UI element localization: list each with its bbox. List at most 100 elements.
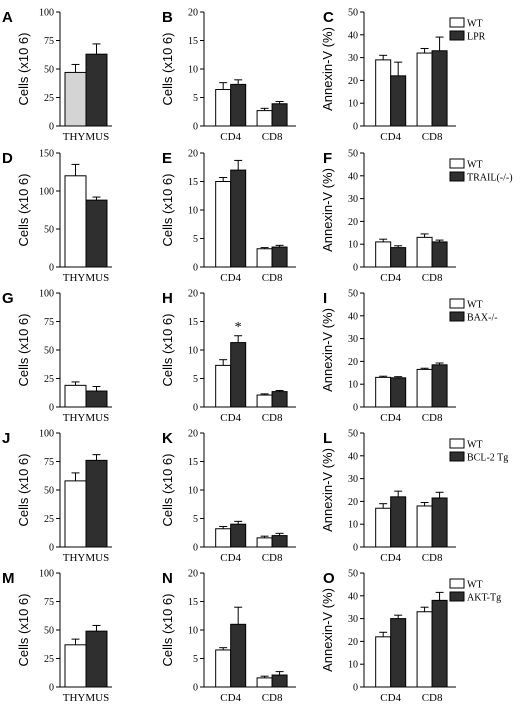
y-axis-label: Cells (x10 6): [160, 314, 175, 387]
y-tick-label: 10: [188, 206, 198, 217]
bar-wt: [215, 89, 232, 127]
y-tick-label: 15: [188, 317, 198, 328]
category-label: CD4: [220, 131, 241, 143]
bar-wt: [215, 528, 232, 548]
legend-label: WT: [467, 19, 483, 30]
panel-c: C 0 10 20 30 40 50 Annexin-V (%) CD4 CD8 WT LPR: [320, 8, 486, 144]
y-tick-label: 50: [44, 65, 54, 76]
category-label: CD4: [220, 272, 241, 284]
legend-swatch: [449, 158, 465, 169]
y-tick-label: 0: [353, 122, 358, 133]
category-label: CD8: [422, 131, 443, 143]
category-label: CD4: [380, 131, 401, 143]
bar-mutant: [230, 342, 247, 408]
y-tick-label: 5: [193, 234, 198, 245]
category-label: CD4: [380, 692, 401, 704]
bar-mutant: [390, 618, 407, 688]
category-label: CD8: [422, 272, 443, 284]
bar-wt: [375, 376, 392, 408]
y-tick-label: 100: [39, 569, 54, 580]
y-tick-label: 50: [44, 486, 54, 497]
y-tick-label: 50: [348, 149, 358, 160]
panel-letter: D: [2, 150, 13, 167]
y-tick-label: 15: [188, 597, 198, 608]
bar-mutant: [85, 630, 108, 688]
bar-mutant: [230, 169, 247, 268]
bar-wt: [416, 611, 433, 688]
legend-label: LPR: [467, 32, 486, 43]
panel-letter: C: [323, 9, 334, 26]
y-tick-label: 40: [348, 591, 358, 602]
y-tick-label: 25: [44, 374, 54, 385]
bar-mutant: [431, 497, 448, 548]
bar-mutant: [230, 523, 247, 548]
y-tick-label: 75: [44, 597, 54, 608]
y-tick-label: 20: [188, 289, 198, 300]
y-tick-label: 30: [348, 614, 358, 625]
bar-mutant: [271, 535, 288, 548]
y-tick-label: 50: [348, 8, 358, 19]
bar-mutant: [271, 103, 288, 127]
panel-e: E 0 5 10 15 20 Cells (x10 6) CD4 CD8: [160, 149, 296, 284]
panel-b: B 0 5 10 15 20 Cells (x10 6) CD4 CD8: [160, 8, 296, 143]
y-tick-label: 20: [188, 569, 198, 580]
y-axis-label: Annexin-V (%): [320, 168, 335, 252]
category-label: CD8: [422, 552, 443, 564]
y-tick-label: 40: [348, 311, 358, 322]
panel-d: D 0 50 100 150 Cells (x10 6) THYMUS: [2, 149, 112, 284]
y-tick-label: 50: [348, 569, 358, 580]
panel-letter: E: [162, 150, 172, 167]
category-label: CD8: [422, 412, 443, 424]
category-label: CD4: [220, 552, 241, 564]
y-tick-label: 0: [49, 543, 54, 554]
bar-wt: [256, 248, 273, 268]
y-axis-label: Cells (x10 6): [160, 174, 175, 247]
bar-wt: [416, 505, 433, 548]
bar-mutant: [431, 599, 448, 688]
bar-mutant: [85, 199, 108, 268]
y-tick-label: 20: [348, 357, 358, 368]
y-tick-label: 100: [39, 8, 54, 19]
y-tick-label: 10: [348, 660, 358, 671]
panel-n: N 0 5 10 15 20 Cells (x10 6) CD4 CD8: [160, 569, 296, 704]
legend-label: WT: [467, 300, 483, 311]
bar-mutant: [431, 50, 448, 127]
bar-wt: [64, 480, 87, 548]
panel-letter: A: [2, 9, 13, 26]
y-tick-label: 0: [193, 543, 198, 554]
y-axis-label: Cells (x10 6): [16, 594, 31, 667]
y-tick-label: 50: [44, 346, 54, 357]
y-tick-label: 30: [348, 53, 358, 64]
y-tick-label: 0: [193, 263, 198, 274]
y-tick-label: 10: [188, 626, 198, 637]
bar-mutant: [230, 83, 247, 127]
category-label: CD8: [422, 692, 443, 704]
y-axis-label: Cells (x10 6): [16, 33, 31, 106]
y-tick-label: 20: [188, 429, 198, 440]
bar-wt: [64, 71, 87, 127]
y-tick-label: 5: [193, 374, 198, 385]
bar-wt: [256, 677, 273, 688]
legend-swatch: [449, 30, 465, 41]
y-tick-label: 0: [193, 403, 198, 414]
y-tick-label: 25: [44, 514, 54, 525]
legend-label: TRAIL(-/-): [467, 173, 513, 184]
y-tick-label: 20: [348, 637, 358, 648]
legend-swatch: [449, 438, 465, 449]
y-tick-label: 10: [188, 346, 198, 357]
panel-f: F 0 10 20 30 40 50 Annexin-V (%) CD4 CD8 WT TRAIL(-…: [320, 149, 513, 285]
panel-letter: G: [2, 290, 14, 307]
y-tick-label: 10: [188, 65, 198, 76]
bar-wt: [416, 52, 433, 127]
bar-wt: [256, 537, 273, 548]
bar-mutant: [431, 364, 448, 408]
category-label: CD8: [262, 692, 283, 704]
category-label: CD4: [380, 552, 401, 564]
y-tick-label: 100: [39, 187, 54, 198]
y-tick-label: 0: [193, 122, 198, 133]
legend-swatch: [449, 591, 465, 602]
y-tick-label: 40: [348, 451, 358, 462]
y-axis-label: Cells (x10 6): [160, 454, 175, 527]
y-tick-label: 40: [348, 171, 358, 182]
